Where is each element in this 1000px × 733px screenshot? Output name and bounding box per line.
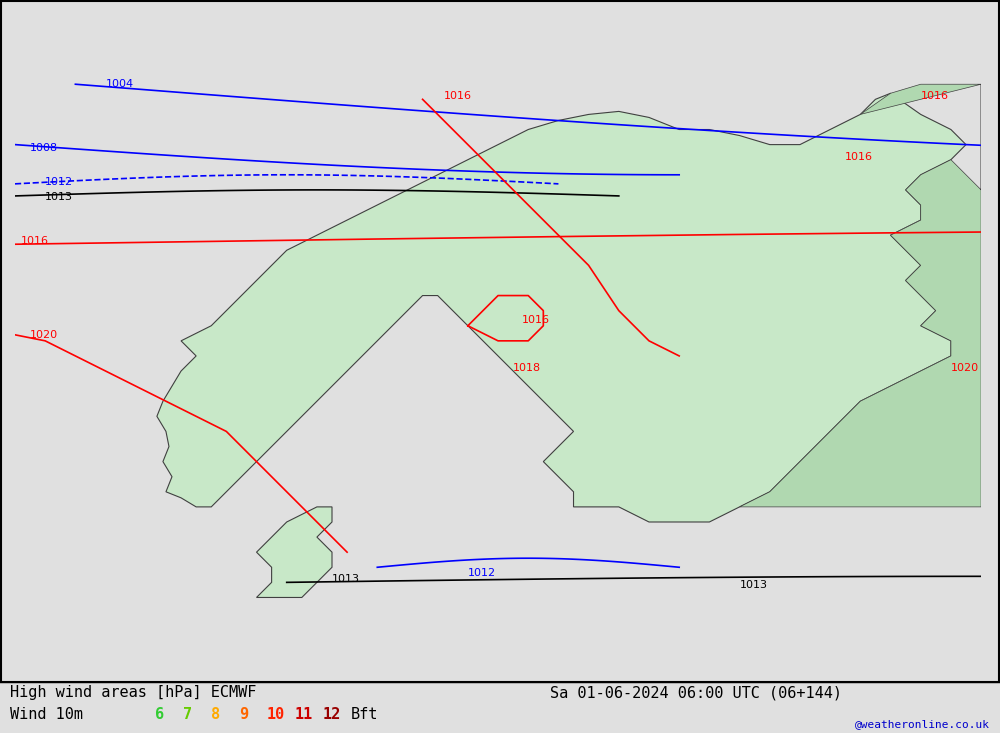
Text: 8: 8 [211, 707, 220, 722]
Text: 10: 10 [267, 707, 285, 722]
Text: 1016: 1016 [522, 314, 550, 325]
Text: High wind areas [hPa] ECMWF: High wind areas [hPa] ECMWF [10, 685, 256, 700]
Text: 1008: 1008 [30, 143, 58, 152]
Text: Bft: Bft [351, 707, 378, 722]
Polygon shape [257, 507, 332, 597]
Text: 1016: 1016 [921, 92, 949, 101]
Text: 1016: 1016 [845, 152, 873, 162]
Text: 7: 7 [183, 707, 192, 722]
Text: 1016: 1016 [444, 92, 472, 101]
Text: 1004: 1004 [106, 79, 134, 89]
Text: 1016: 1016 [21, 236, 49, 246]
Text: 12: 12 [323, 707, 341, 722]
Text: 1013: 1013 [45, 193, 73, 202]
Text: 1012: 1012 [468, 568, 496, 578]
Text: 6: 6 [155, 707, 164, 722]
Text: 9: 9 [239, 707, 248, 722]
Text: Sa 01-06-2024 06:00 UTC (06+144): Sa 01-06-2024 06:00 UTC (06+144) [550, 685, 842, 700]
Text: Wind 10m: Wind 10m [10, 707, 83, 722]
Text: 11: 11 [295, 707, 313, 722]
Text: 1012: 1012 [45, 177, 73, 188]
Text: 1020: 1020 [951, 363, 979, 373]
Text: 1013: 1013 [740, 581, 768, 590]
Text: 1013: 1013 [332, 575, 360, 584]
Polygon shape [157, 93, 966, 522]
Text: 1018: 1018 [513, 363, 541, 373]
Text: 1020: 1020 [30, 330, 58, 340]
Polygon shape [740, 84, 981, 507]
Text: @weatheronline.co.uk: @weatheronline.co.uk [855, 719, 990, 729]
